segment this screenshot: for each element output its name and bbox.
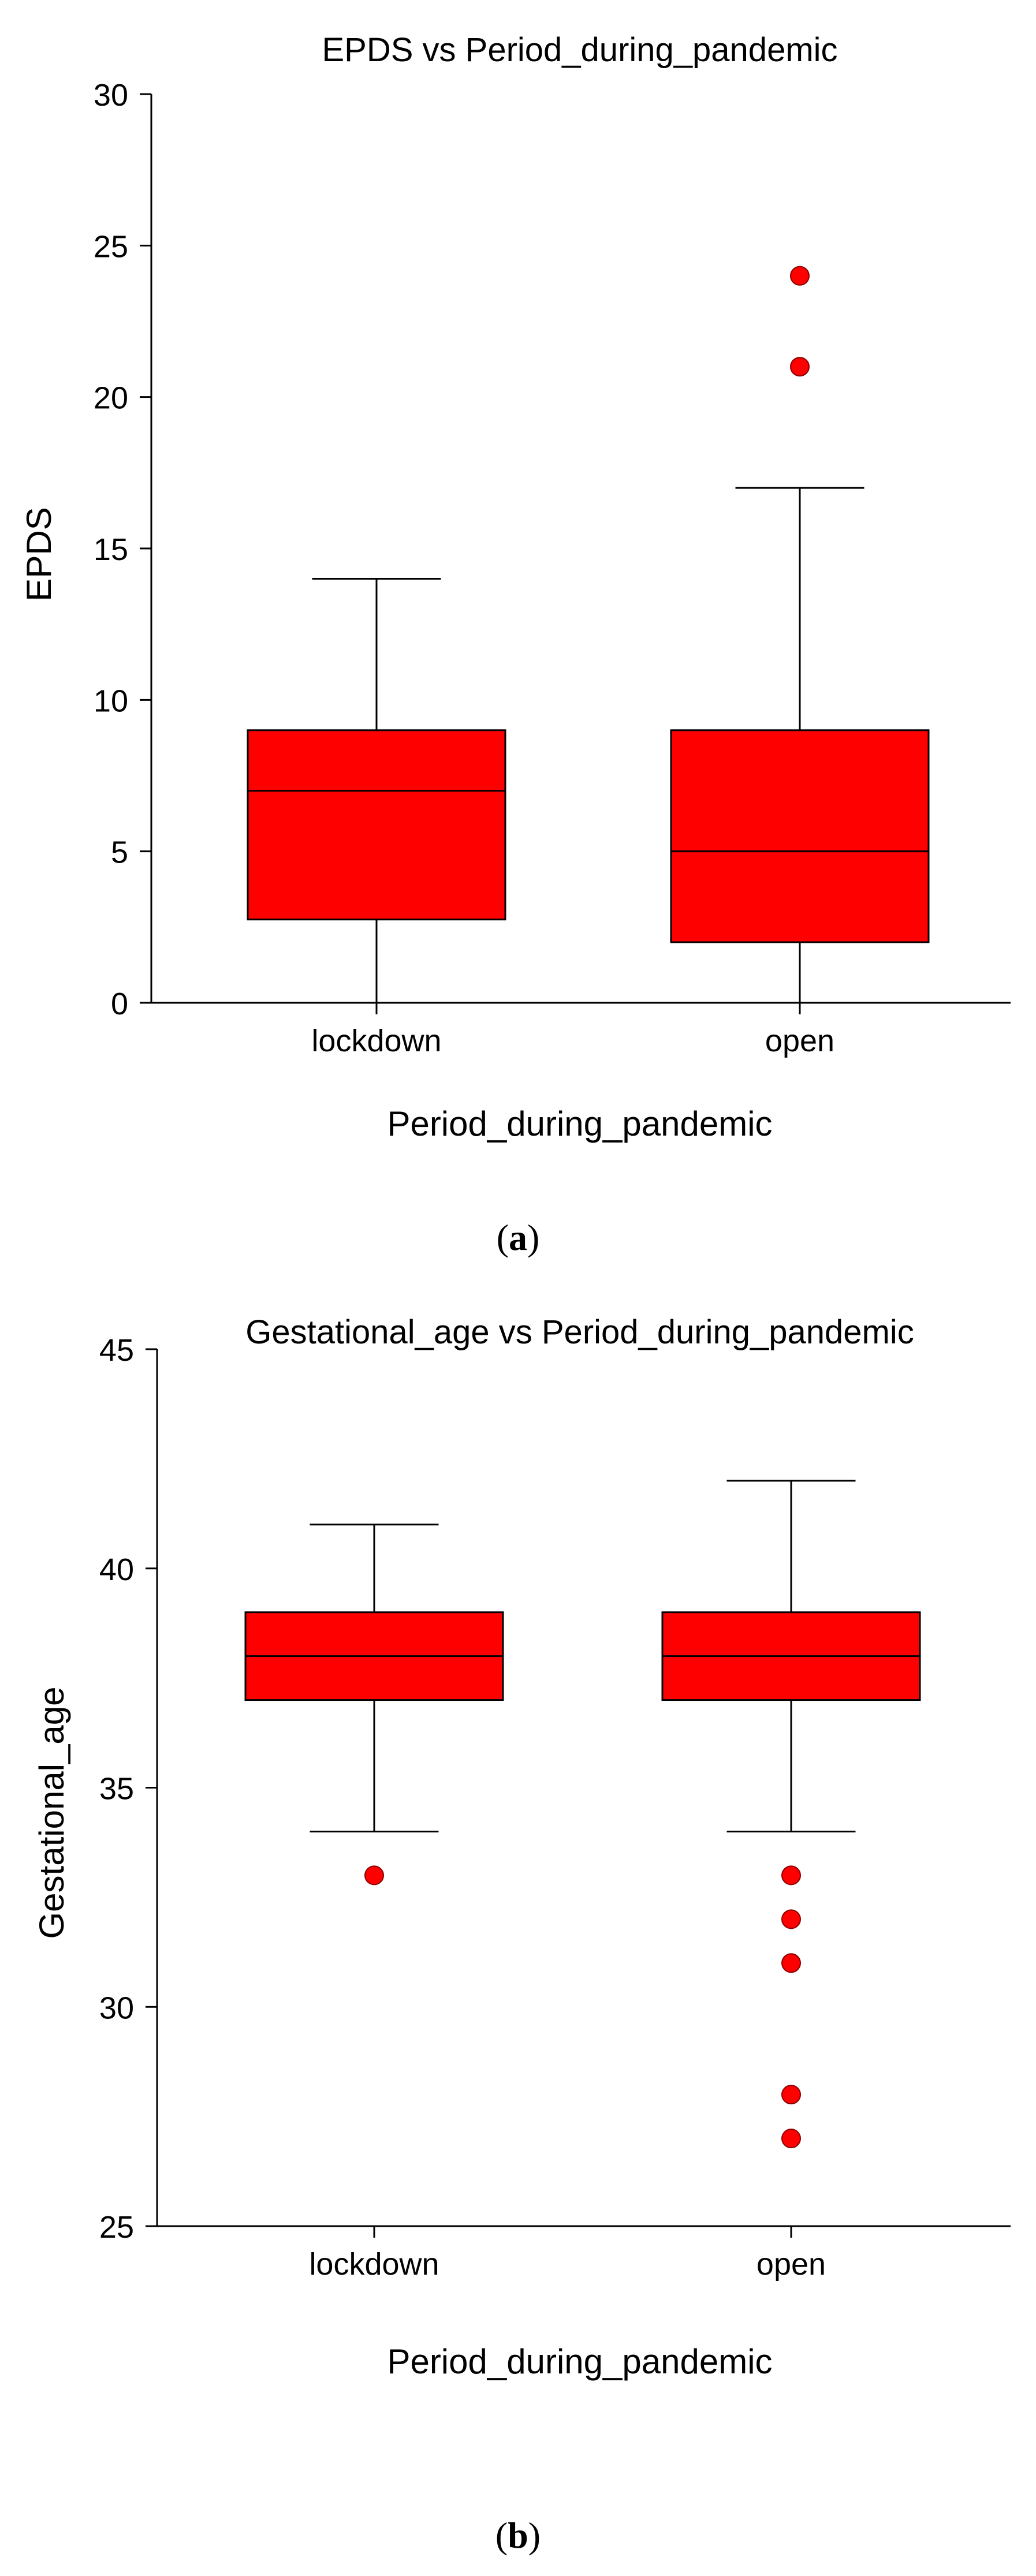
outlier-point: [364, 1865, 384, 1886]
box-lockdown: [244, 1524, 504, 1886]
y-tick-label: 0: [111, 987, 128, 1021]
x-axis-label: Period_during_pandemic: [387, 2342, 772, 2381]
x-tick-label: open: [765, 1024, 834, 1058]
x-tick-label: lockdown: [309, 2247, 439, 2282]
y-axis-label: EPDS: [20, 507, 58, 601]
y-axis-label: Gestational_age: [32, 1687, 71, 1939]
x-tick-label: lockdown: [311, 1024, 441, 1058]
x-tick-label: open: [756, 2247, 826, 2282]
y-tick-label: 20: [94, 381, 128, 416]
y-tick-label: 30: [99, 1991, 134, 2025]
outlier-point: [790, 357, 810, 377]
box-lockdown: [247, 577, 506, 1003]
outlier-point: [790, 266, 810, 286]
box-open: [670, 266, 930, 1003]
y-tick-label: 10: [94, 684, 128, 718]
outlier-point: [781, 1953, 801, 1973]
panel-a: EPDS vs Period_during_pandemic EPDS Peri…: [20, 31, 1011, 1258]
y-tick-label: 25: [99, 2210, 134, 2245]
plot-area: 0 5 10 15 20 25 30 lockdown open: [94, 78, 1011, 1058]
panel-letter: a: [509, 1217, 527, 1258]
y-tick-label: 25: [94, 229, 128, 264]
box-body: [247, 729, 506, 921]
panel-caption: (b): [495, 2515, 541, 2556]
outlier-point: [781, 1909, 801, 1929]
y-tick-label: 5: [111, 835, 128, 870]
y-tick-label: 30: [94, 78, 128, 113]
y-tick-label: 45: [99, 1333, 134, 1368]
y-tick-label: 15: [94, 532, 128, 567]
plot-area: 25 30 35 40 45 lockdown open: [99, 1333, 1011, 2282]
outlier-point: [781, 2085, 801, 2105]
panel-b: Gestational_age vs Period_during_pandemi…: [32, 1313, 1011, 2556]
box-open: [661, 1480, 921, 2149]
box-body: [670, 729, 930, 943]
chart-title: EPDS vs Period_during_pandemic: [322, 31, 837, 69]
y-tick-label: 40: [99, 1552, 134, 1587]
outlier-point: [781, 2129, 801, 2149]
y-tick-label: 35: [99, 1772, 134, 1806]
x-axis-label: Period_during_pandemic: [387, 1104, 772, 1143]
chart-title: Gestational_age vs Period_during_pandemi…: [245, 1313, 914, 1351]
outlier-point: [781, 1865, 801, 1886]
panel-caption: (a): [497, 1217, 540, 1258]
panel-letter: b: [508, 2515, 528, 2556]
